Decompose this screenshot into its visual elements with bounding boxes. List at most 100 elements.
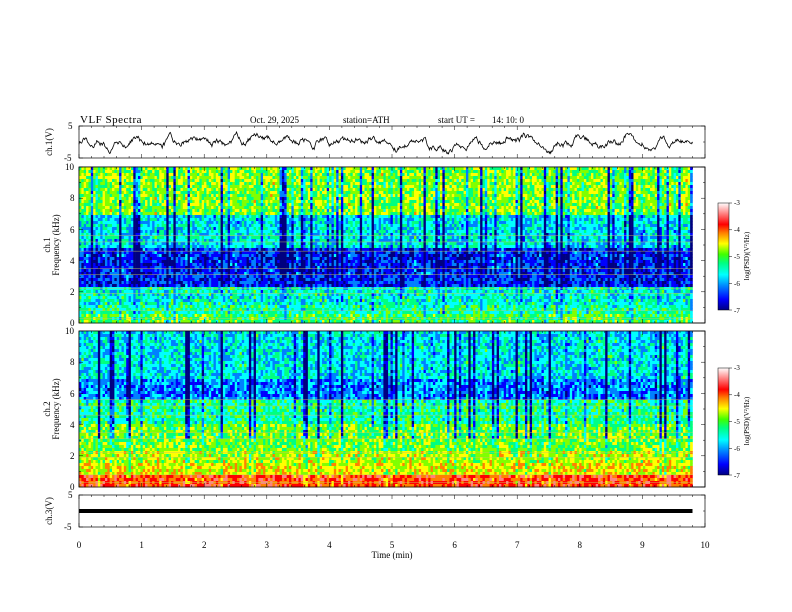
spec1-cell [600, 218, 604, 222]
spec1-cell [211, 212, 214, 216]
spec1-cell [598, 170, 601, 174]
spec1-cell [182, 209, 186, 213]
spec1-cell [135, 197, 139, 201]
spec1-cell [319, 197, 323, 201]
spec1-cell [633, 173, 637, 177]
spec1-cell [97, 167, 101, 171]
spec1-cell [513, 179, 516, 183]
spec1-cell [435, 218, 438, 222]
spec1-cell [145, 218, 148, 222]
spec1-cell [104, 167, 108, 171]
spec1-cell [147, 167, 151, 171]
spec1-cell [189, 209, 193, 213]
spec1-cell [369, 215, 372, 219]
spec1-cell [244, 209, 247, 213]
spec1-cell [440, 200, 443, 204]
spec1-cell [86, 212, 89, 216]
spec1-cell [345, 191, 349, 195]
spec1-cell [199, 179, 202, 183]
spec1-cell [310, 203, 313, 207]
spec1-cell [456, 212, 460, 216]
spec1-cell [654, 185, 658, 189]
spec1-cell [253, 185, 257, 189]
spec1-cell [640, 179, 644, 183]
spec1-cell [281, 194, 285, 198]
spec1-cell [638, 206, 641, 210]
spec1-cell [147, 212, 151, 216]
spec1-cell [454, 209, 457, 213]
spec1-cell [272, 191, 276, 195]
spec1-cell [532, 176, 535, 180]
spec1-cell [616, 179, 620, 183]
spec1-cell [631, 188, 634, 192]
spec1-cell [119, 179, 122, 183]
spec1-cell [199, 212, 202, 216]
spec1-cell [112, 188, 115, 192]
spec1-cell [93, 218, 96, 222]
spec1-cell [194, 191, 198, 195]
spec1-cell [494, 218, 497, 222]
spec1-cell [628, 212, 632, 216]
spec1-cell [317, 182, 320, 186]
spec1-cell [503, 191, 507, 195]
spec1-cell [272, 173, 276, 177]
spec1-cell [326, 170, 330, 174]
spec1-cell [675, 182, 679, 186]
spec1-cell [546, 209, 549, 213]
spec1-cell [333, 197, 337, 201]
spec1-cell [156, 179, 160, 183]
spec1-cell [532, 179, 535, 183]
spec1-cell [305, 188, 309, 192]
spec1-cell [357, 182, 361, 186]
spec1-cell [593, 188, 597, 192]
spec1-cell [506, 173, 509, 177]
spec1-cell [145, 203, 148, 207]
spec1-cell [83, 221, 87, 225]
spec1-cell [513, 203, 516, 207]
spec1-cell [543, 191, 547, 195]
spec1-cell [343, 185, 346, 189]
spec1-cell [687, 188, 691, 192]
spec1-cell [421, 176, 424, 180]
spec1-cell [298, 194, 302, 198]
spec1-cell [340, 185, 344, 189]
spec1-cell [378, 176, 382, 180]
spec1-cell [430, 185, 434, 189]
spec1-cell [86, 179, 89, 183]
spec1-cell [404, 179, 408, 183]
spec1-cell [437, 179, 441, 183]
spec1-cell [173, 221, 177, 225]
spec1-cell [119, 194, 122, 198]
spec1-cell [168, 221, 172, 225]
spec1-cell [279, 206, 283, 210]
spec1-cell [576, 194, 580, 198]
spec1-cell [350, 200, 354, 204]
spec1-cell [609, 218, 613, 222]
spec1-cell [496, 212, 500, 216]
spec1-cell [239, 197, 243, 201]
spec1-cell [508, 221, 512, 225]
spec1-cell [536, 194, 540, 198]
spec1-cell [352, 203, 356, 207]
spec1-cell [258, 221, 261, 225]
spec1-cell [88, 197, 92, 201]
spec1-cell [614, 212, 618, 216]
spec1-cell [607, 218, 611, 222]
spec1-cell [404, 170, 408, 174]
spec1-cell [414, 188, 417, 192]
spec1-cell [482, 167, 486, 171]
spec1-cell [175, 197, 179, 201]
spec1-cell [199, 185, 202, 189]
spec1-cell [123, 203, 127, 207]
spec1-cell [569, 197, 573, 201]
spec1-cell [239, 167, 243, 171]
spec1-cell [338, 179, 342, 183]
spec1-cell [340, 182, 344, 186]
spec1-cell [440, 206, 443, 210]
spec1-cell [444, 176, 448, 180]
spec1-cell [489, 191, 493, 195]
spec1-cell [95, 212, 99, 216]
spec1-cell [555, 173, 559, 177]
spec1-cell [489, 182, 493, 186]
spec1-cell [239, 206, 243, 210]
